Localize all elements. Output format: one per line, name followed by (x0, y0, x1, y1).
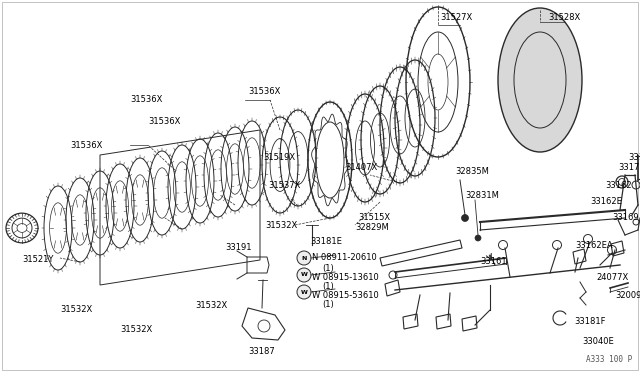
Text: 31532X: 31532X (195, 301, 227, 310)
Text: W: W (301, 273, 307, 278)
Text: 31527X: 31527X (440, 13, 472, 22)
Text: 31528X: 31528X (548, 13, 580, 22)
Text: 32829M: 32829M (355, 224, 388, 232)
Circle shape (297, 285, 311, 299)
Text: 32835M: 32835M (455, 167, 489, 176)
Text: 33181E: 33181E (310, 237, 342, 247)
Text: 31515X: 31515X (358, 214, 390, 222)
Text: 33168: 33168 (628, 154, 640, 163)
Text: N 08911-20610: N 08911-20610 (312, 253, 377, 263)
Text: 33161: 33161 (480, 257, 507, 266)
Text: (1): (1) (322, 301, 333, 310)
Text: N: N (301, 256, 307, 260)
Text: 33178: 33178 (618, 164, 640, 173)
Text: 31537X: 31537X (268, 180, 300, 189)
Text: A333 100 P: A333 100 P (586, 355, 632, 364)
Text: 33162E: 33162E (590, 198, 622, 206)
Text: 31536X: 31536X (248, 87, 280, 96)
Circle shape (461, 215, 468, 221)
Text: 31532X: 31532X (120, 326, 152, 334)
Text: 33187: 33187 (248, 347, 275, 356)
Text: 31536X: 31536X (70, 141, 102, 150)
Text: 31519X: 31519X (263, 154, 295, 163)
Text: (1): (1) (322, 263, 333, 273)
Ellipse shape (498, 8, 582, 152)
Text: 31532X: 31532X (60, 305, 92, 314)
Text: 33162EA: 33162EA (575, 241, 612, 250)
Text: 24077X: 24077X (596, 273, 628, 282)
Circle shape (297, 251, 311, 265)
Text: 33191: 33191 (225, 244, 252, 253)
Text: 33181F: 33181F (574, 317, 605, 327)
Text: W 08915-13610: W 08915-13610 (312, 273, 379, 282)
Circle shape (297, 268, 311, 282)
Text: W 08915-53610: W 08915-53610 (312, 291, 379, 299)
Text: 31536X: 31536X (130, 96, 163, 105)
Text: 32831M: 32831M (465, 192, 499, 201)
Text: 31536X: 31536X (148, 118, 180, 126)
Text: (1): (1) (322, 282, 333, 292)
Text: 33162: 33162 (605, 180, 632, 189)
Text: 33169: 33169 (612, 214, 639, 222)
Text: 31521Y: 31521Y (22, 256, 53, 264)
Text: 31407X: 31407X (345, 164, 377, 173)
Text: W: W (301, 289, 307, 295)
Text: 33040E: 33040E (582, 337, 614, 346)
Circle shape (475, 235, 481, 241)
Text: 32009X: 32009X (615, 291, 640, 299)
Text: 31532X: 31532X (265, 221, 297, 230)
